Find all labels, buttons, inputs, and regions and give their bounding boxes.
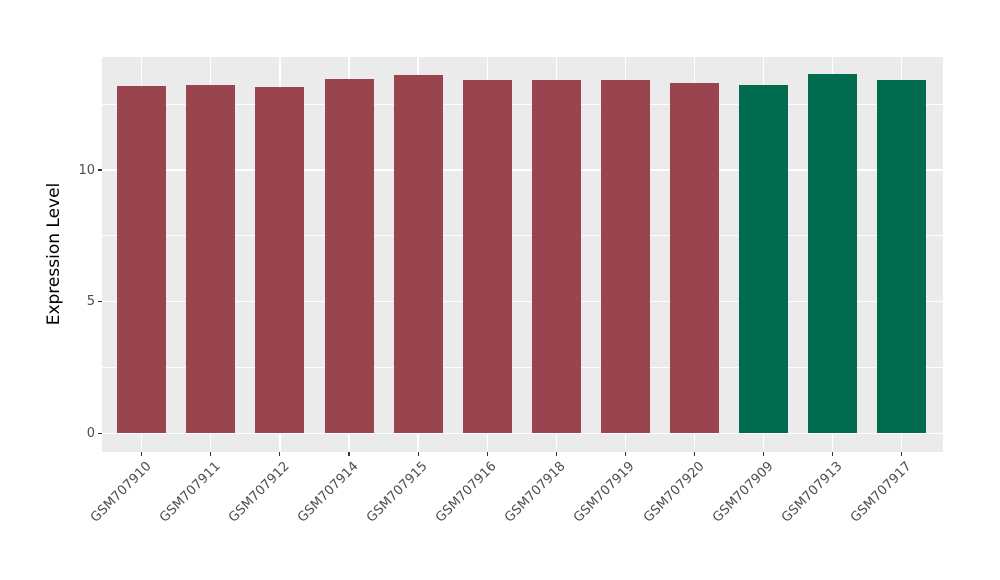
x-tick-mark bbox=[486, 452, 488, 456]
minor-gridline bbox=[102, 367, 943, 369]
bar-GSM707913 bbox=[808, 73, 858, 434]
bar-GSM707912 bbox=[255, 86, 305, 434]
x-tick-mark bbox=[348, 452, 350, 456]
minor-gridline bbox=[102, 235, 943, 237]
y-tick-mark bbox=[98, 301, 102, 303]
major-gridline bbox=[102, 301, 943, 303]
y-tick-label-0: 0 bbox=[86, 426, 95, 441]
x-tick-mark bbox=[210, 452, 212, 456]
bar-GSM707910 bbox=[117, 86, 167, 434]
bar-GSM707918 bbox=[531, 80, 581, 434]
bar-GSM707915 bbox=[393, 74, 443, 434]
bar-GSM707917 bbox=[877, 79, 927, 434]
y-tick-label-10: 10 bbox=[78, 162, 95, 178]
x-tick-mark bbox=[832, 452, 834, 456]
x-tick-mark bbox=[901, 452, 903, 456]
x-tick-mark bbox=[624, 452, 626, 456]
x-tick-mark bbox=[763, 452, 765, 456]
major-gridline bbox=[102, 432, 943, 435]
x-tick-mark bbox=[693, 452, 696, 456]
y-tick-label-5: 5 bbox=[86, 294, 95, 310]
bar-GSM707909 bbox=[739, 85, 789, 434]
bar-GSM707919 bbox=[600, 80, 650, 434]
bar-GSM707916 bbox=[462, 80, 512, 434]
bar-GSM707920 bbox=[670, 83, 719, 434]
bar-GSM707911 bbox=[186, 84, 236, 434]
x-tick-mark bbox=[141, 452, 143, 456]
minor-gridline bbox=[102, 103, 943, 105]
x-tick-mark bbox=[279, 452, 281, 456]
major-gridline bbox=[102, 169, 943, 171]
plot-panel bbox=[102, 57, 943, 452]
bar-GSM707914 bbox=[324, 78, 374, 434]
x-tick-mark bbox=[555, 452, 557, 456]
y-tick-mark bbox=[98, 169, 102, 171]
y-tick-mark bbox=[98, 432, 102, 435]
x-tick-mark bbox=[417, 452, 419, 456]
